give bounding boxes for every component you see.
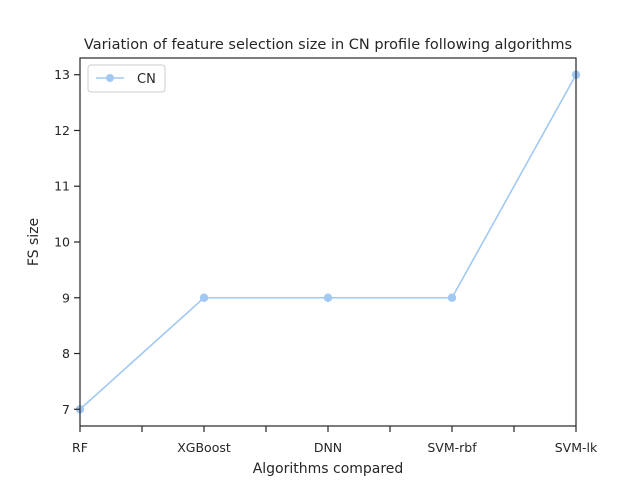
y-tick-label: 8 [62,346,70,361]
legend-box [87,64,166,93]
data-point [447,293,457,302]
x-tick-label: XGBoost [177,440,231,455]
x-tick-label: SVM-rbf [427,440,477,455]
y-tick-label: 9 [62,290,70,305]
y-tick-label: 13 [54,67,70,82]
y-tick-label: 10 [54,235,70,250]
data-point [199,293,209,302]
y-axis-label: FS size [26,218,42,266]
x-axis: RF XGBoost DNN SVM-rbf SVM-lk [72,426,598,455]
y-axis: 7 8 9 10 11 12 13 [54,67,80,417]
chart-title: Variation of feature selection size in C… [84,37,572,53]
legend-label-cn: CN [137,72,156,87]
y-tick-label: 11 [54,179,70,194]
x-axis-label: Algorithms compared [253,461,404,477]
x-tick-label: SVM-lk [555,440,598,455]
y-tick-label: 7 [62,402,70,417]
legend: CN [87,64,166,93]
series-layer [75,70,581,414]
series-line-cn [79,74,577,410]
legend-marker-cn [106,74,114,82]
y-tick-label: 12 [54,123,70,138]
plot-frame [79,57,577,427]
data-point [323,293,333,302]
x-tick-label: RF [72,440,88,455]
x-tick-label: DNN [314,440,342,455]
